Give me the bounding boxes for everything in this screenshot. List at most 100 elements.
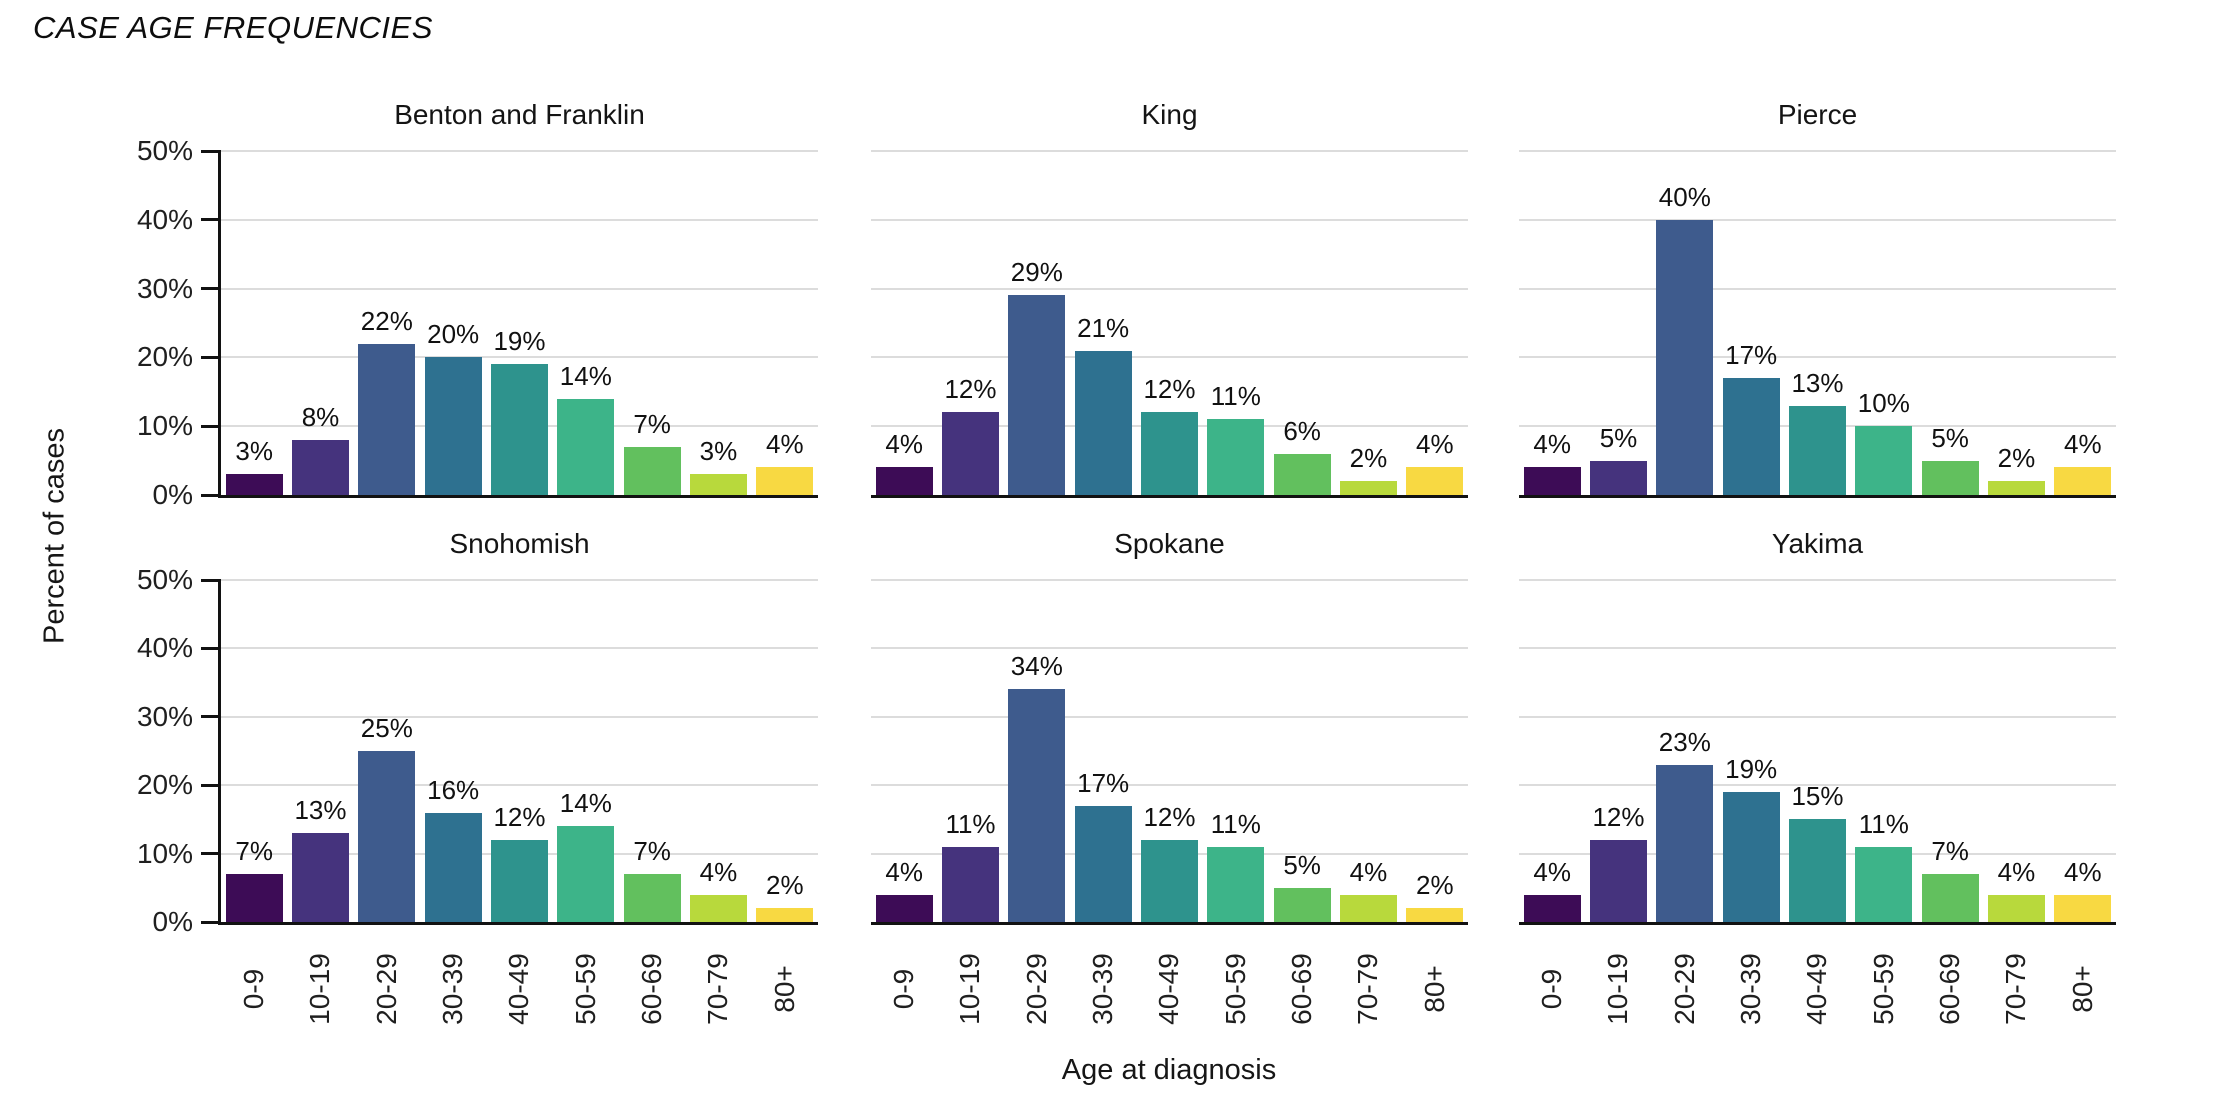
x-axis-tick-label-text: 10-19 bbox=[304, 953, 336, 1025]
x-axis-tick-label: 30-39 bbox=[1070, 930, 1136, 1048]
bars-group: 4% 12% 23% 19% 15% 11% 7% 4% 4% bbox=[1519, 580, 2116, 922]
bar-value-label: 4% bbox=[885, 856, 923, 887]
bar-10-19 bbox=[941, 846, 1000, 922]
bar-0-9 bbox=[875, 894, 933, 922]
x-axis-line bbox=[221, 922, 818, 925]
bar-value-label: 4% bbox=[1416, 429, 1454, 460]
x-axis-tick-label: 50-59 bbox=[1203, 930, 1269, 1048]
x-axis-tick-label: 70-79 bbox=[685, 930, 751, 1048]
y-axis-tick-label: 30% bbox=[136, 700, 193, 732]
x-axis-tick-labels: 0-9 10-19 20-29 30-39 40-49 50-59 60-69 70-79 80… bbox=[1519, 930, 2116, 1048]
y-axis-tick bbox=[201, 149, 218, 153]
bar-30-39 bbox=[424, 812, 482, 922]
bar-value-label: 13% bbox=[1791, 367, 1844, 398]
x-axis-tick-label: 70-79 bbox=[1335, 930, 1401, 1048]
bar-60-69 bbox=[623, 446, 681, 495]
bar-slot: 11% bbox=[937, 580, 1003, 922]
gridline bbox=[221, 218, 818, 221]
x-axis-tick-label-text: 60-69 bbox=[1286, 953, 1318, 1025]
bar-70-79 bbox=[689, 894, 747, 922]
bar-value-label: 6% bbox=[1283, 415, 1321, 446]
bars-group: 4% 5% 40% 17% 13% 10% 5% 2% 4% bbox=[1519, 151, 2116, 495]
gridline bbox=[871, 579, 1468, 581]
gridline bbox=[1519, 579, 2116, 581]
x-axis-tick-label-text: 30-39 bbox=[1087, 953, 1119, 1025]
bar-slot: 15% bbox=[1784, 580, 1850, 922]
bar-slot: 4% bbox=[1983, 580, 2049, 922]
bar-40-49 bbox=[1140, 839, 1198, 922]
gridline bbox=[1519, 287, 2116, 290]
x-axis-tick-label: 80+ bbox=[752, 930, 818, 1048]
x-axis-tick-label-text: 70-79 bbox=[702, 953, 734, 1025]
bar-value-label: 11% bbox=[1210, 381, 1261, 412]
bar-10-19 bbox=[941, 412, 1000, 495]
bar-slot: 4% bbox=[685, 580, 751, 922]
bar-value-label: 5% bbox=[1283, 849, 1321, 880]
bar-50-59 bbox=[1207, 846, 1265, 922]
x-axis-title: Age at diagnosis bbox=[1061, 1054, 1277, 1086]
y-axis-title: Percent of cases bbox=[38, 428, 71, 644]
bar-slot: 2% bbox=[1402, 580, 1468, 922]
x-axis-tick-label-text: 60-69 bbox=[636, 953, 668, 1025]
y-axis-tick-label: 40% bbox=[136, 632, 193, 664]
bar-80+ bbox=[756, 467, 814, 495]
bar-40-49 bbox=[1788, 819, 1846, 922]
plot-area: 4% 11% 34% 17% 12% 11% 5% 4% 2% 0-9 10-19 20-29 30-3… bbox=[871, 579, 1468, 1025]
bar-slot: 20% bbox=[420, 151, 486, 495]
x-axis-tick-label-text: 70-79 bbox=[2000, 953, 2032, 1025]
bar-slot: 4% bbox=[1519, 580, 1585, 922]
bar-value-label: 19% bbox=[1725, 754, 1778, 785]
bar-30-39 bbox=[424, 357, 482, 495]
gridline bbox=[221, 579, 818, 581]
bar-slot: 7% bbox=[1917, 580, 1983, 922]
bar-80+ bbox=[1406, 908, 1464, 922]
bar-value-label: 2% bbox=[1997, 443, 2036, 474]
bar-slot: 3% bbox=[685, 151, 751, 495]
bar-value-label: 12% bbox=[1143, 374, 1196, 405]
bar-70-79 bbox=[689, 474, 747, 495]
bar-80+ bbox=[1406, 467, 1464, 495]
bar-slot: 12% bbox=[1585, 580, 1651, 922]
x-axis-tick-label: 80+ bbox=[1402, 930, 1468, 1048]
bar-value-label: 25% bbox=[360, 713, 413, 743]
bar-70-79 bbox=[1339, 481, 1397, 495]
y-axis-tick bbox=[201, 783, 218, 787]
bar-value-label: 10% bbox=[1857, 388, 1910, 419]
bar-60-69 bbox=[623, 874, 681, 922]
bar-20-29 bbox=[1008, 295, 1066, 495]
bar-value-label: 8% bbox=[301, 401, 340, 432]
bar-value-label: 14% bbox=[559, 788, 612, 819]
bar-value-label: 11% bbox=[945, 808, 996, 839]
y-axis-tick-label: 50% bbox=[136, 135, 193, 166]
x-axis-tick-label: 50-59 bbox=[553, 930, 619, 1048]
bar-slot: 11% bbox=[1851, 580, 1917, 922]
x-axis-tick-label: 30-39 bbox=[1718, 930, 1784, 1048]
x-axis-tick-label: 20-29 bbox=[1652, 930, 1718, 1048]
plot-area: 4% 5% 40% 17% 13% 10% 5% 2% 4% bbox=[1519, 150, 2116, 498]
bar-value-label: 4% bbox=[766, 429, 804, 460]
bar-50-59 bbox=[1207, 419, 1265, 495]
bar-slot: 5% bbox=[1917, 151, 1983, 495]
bar-value-label: 4% bbox=[699, 856, 738, 887]
y-axis-tick-label: 20% bbox=[136, 769, 193, 801]
x-axis-tick-label-text: 80+ bbox=[2066, 965, 2098, 1013]
bar-value-label: 4% bbox=[1533, 856, 1571, 887]
x-axis-line bbox=[871, 922, 1468, 925]
bar-value-label: 4% bbox=[1997, 856, 2036, 887]
plot-area: 4% 12% 29% 21% 12% 11% 6% 2% 4% bbox=[871, 150, 1468, 498]
y-axis-tick bbox=[201, 424, 218, 428]
bar-20-29 bbox=[358, 751, 416, 922]
bar-slot: 17% bbox=[1718, 151, 1784, 495]
x-axis-tick-label: 40-49 bbox=[1136, 930, 1202, 1048]
x-axis-tick-label-text: 80+ bbox=[768, 965, 800, 1013]
bar-value-label: 20% bbox=[427, 319, 480, 350]
bar-value-label: 22% bbox=[360, 305, 413, 336]
bar-20-29 bbox=[358, 343, 416, 495]
y-axis-tick-label: 10% bbox=[136, 837, 193, 869]
bar-slot: 12% bbox=[1136, 151, 1202, 495]
bar-value-label: 14% bbox=[559, 360, 612, 391]
y-axis-tick bbox=[201, 578, 218, 582]
bars-group: 4% 12% 29% 21% 12% 11% 6% 2% 4% bbox=[871, 151, 1468, 495]
y-axis-tick-label: 30% bbox=[136, 272, 193, 304]
